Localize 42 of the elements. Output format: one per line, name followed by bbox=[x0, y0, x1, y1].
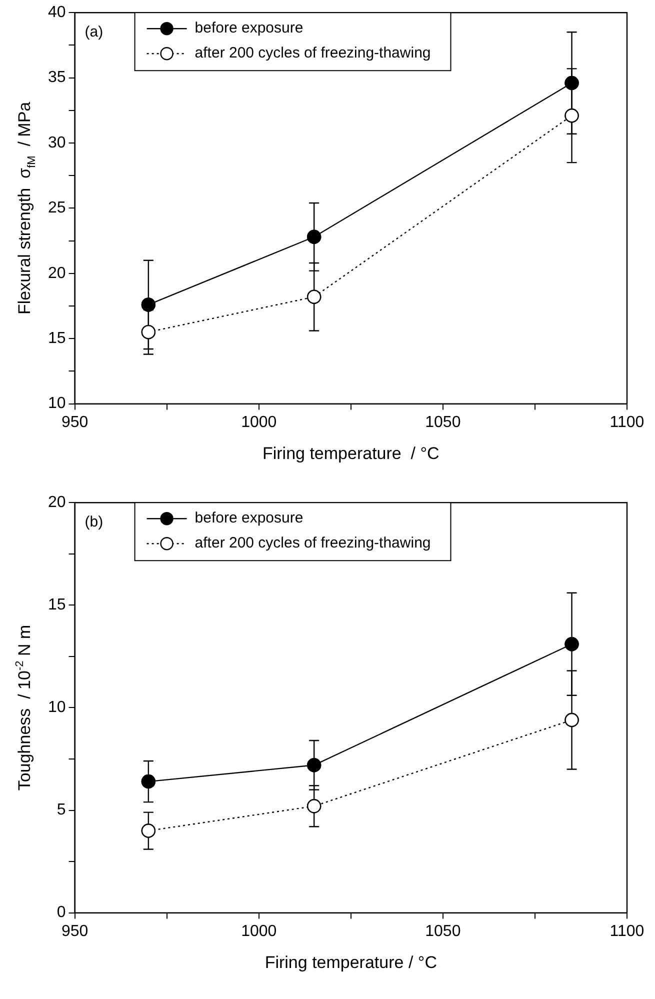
point bbox=[564, 637, 579, 652]
point bbox=[306, 230, 322, 244]
legend-label: before exposure bbox=[194, 510, 304, 527]
y-tick-label: 0 bbox=[56, 904, 66, 922]
point bbox=[306, 290, 322, 304]
legend-label: before exposure bbox=[194, 20, 304, 37]
y-axis-title: Flexural strength σfM / MPa bbox=[15, 101, 38, 315]
y-tick-label: 30 bbox=[48, 134, 66, 152]
y-tick-label: 25 bbox=[48, 200, 66, 217]
point bbox=[141, 298, 156, 312]
point bbox=[306, 758, 322, 772]
point bbox=[564, 76, 579, 90]
point bbox=[141, 774, 156, 789]
point bbox=[564, 108, 579, 123]
point bbox=[141, 824, 156, 838]
y-tick-label: 20 bbox=[48, 494, 66, 512]
annotation: (a) bbox=[84, 24, 104, 41]
legend-label: after 200 cycles of freezing-thawing bbox=[194, 44, 431, 62]
y-tick-label: 10 bbox=[48, 699, 66, 716]
y-tick-label: 35 bbox=[48, 69, 66, 86]
x-axis-title: Firing temperature / °C bbox=[264, 952, 437, 972]
y-tick-label: 15 bbox=[48, 330, 66, 348]
x-tick-label: 1100 bbox=[610, 414, 644, 431]
x-axis-title: Firing temperature / °C bbox=[262, 444, 440, 463]
y-tick-label: 10 bbox=[48, 395, 66, 412]
x-tick-label: 1050 bbox=[425, 414, 461, 431]
y-tick-label: 15 bbox=[48, 596, 66, 614]
y-tick-label: 5 bbox=[56, 802, 66, 819]
x-tick-label: 1000 bbox=[241, 922, 277, 940]
annotation: (b) bbox=[84, 514, 104, 531]
x-tick-label: 1000 bbox=[241, 414, 277, 431]
point bbox=[564, 712, 579, 728]
x-tick-label: 950 bbox=[61, 922, 88, 940]
x-tick-label: 1050 bbox=[425, 922, 461, 940]
x-tick-label: 1100 bbox=[610, 922, 644, 940]
legend-label: after 200 cycles of freezing-thawing bbox=[194, 534, 431, 552]
y-tick-label: 20 bbox=[48, 264, 66, 282]
point bbox=[306, 799, 322, 814]
x-tick-label: 950 bbox=[61, 414, 88, 431]
y-axis-title: Toughness / 10-2 N m bbox=[14, 624, 34, 791]
y-tick-label: 40 bbox=[48, 4, 66, 22]
point bbox=[141, 324, 156, 340]
